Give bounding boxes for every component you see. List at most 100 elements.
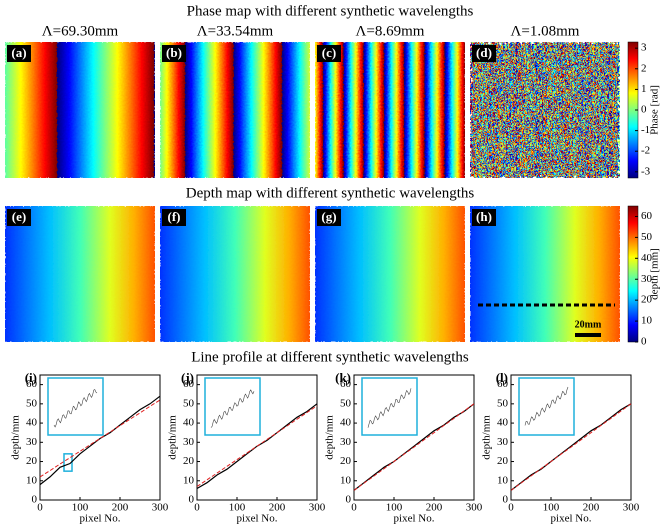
y-axis-label: depth/mm	[481, 415, 493, 460]
panel-label: (f)	[168, 209, 181, 224]
x-tick-label: 200	[112, 502, 129, 514]
wavelength-label: Λ=33.54mm	[197, 23, 274, 39]
depth-map	[470, 206, 620, 342]
panel-label: (e)	[12, 209, 26, 224]
y-tick-label: 60	[340, 378, 352, 390]
x-tick-label: 200	[583, 502, 600, 514]
y-tick-label: 20	[340, 455, 352, 467]
colorbar-tick-label: 0	[641, 104, 647, 116]
wavelength-label: Λ=8.69mm	[356, 23, 425, 39]
plot-area	[196, 374, 318, 501]
y-tick-label: 0	[346, 494, 352, 506]
wavelength-label: Λ=69.30mm	[42, 23, 119, 39]
label-box	[472, 45, 496, 62]
x-tick-label: 100	[229, 502, 246, 514]
colorbar-label: depth [mm]	[649, 248, 661, 300]
profile-title: Line profile at different synthetic wave…	[191, 349, 469, 365]
fit-line	[353, 403, 475, 491]
y-tick-label: 20	[497, 455, 509, 467]
x-tick-label: 100	[386, 502, 403, 514]
y-tick-label: 40	[340, 417, 352, 429]
y-tick-label: 40	[497, 417, 509, 429]
y-tick-label: 30	[183, 436, 195, 448]
x-tick-label: 0	[351, 502, 357, 514]
phase-map	[160, 42, 310, 178]
x-axis-label: pixel No.	[551, 513, 592, 525]
phase-map	[5, 42, 155, 178]
inset-box	[361, 377, 418, 436]
inset-curve	[210, 389, 255, 428]
plot-label: (k)	[335, 370, 351, 385]
y-tick-label: 60	[497, 378, 509, 390]
label-box	[317, 209, 341, 226]
label-box	[162, 209, 186, 226]
colorbar-tick-label: 3	[641, 42, 647, 54]
plot-label: (i)	[25, 370, 37, 385]
y-tick-label: 10	[497, 474, 509, 486]
x-tick-label: 100	[72, 502, 89, 514]
x-tick-label: 0	[508, 502, 514, 514]
fit-line	[510, 403, 632, 491]
label-box	[7, 209, 31, 226]
colorbar-tick-label: -3	[641, 165, 651, 177]
colorbar-label: Phase [rad]	[649, 85, 661, 135]
y-axis-label: depth/mm	[167, 415, 179, 460]
panel-label: (c)	[322, 45, 336, 60]
inset-box	[204, 377, 261, 436]
profile-curve	[510, 403, 632, 491]
y-tick-label: 10	[183, 474, 195, 486]
y-tick-label: 10	[340, 474, 352, 486]
plot-label: (l)	[496, 370, 508, 385]
wavelength-label: Λ=1.08mm	[511, 23, 580, 39]
colorbar-tick-label: 2	[641, 62, 647, 74]
depth-map	[315, 206, 465, 342]
label-box	[162, 45, 186, 62]
label-box	[472, 209, 496, 226]
x-tick-label: 0	[37, 502, 43, 514]
depth-map	[5, 206, 155, 342]
inset-curve	[524, 386, 569, 426]
colorbar-tick-label: 60	[641, 210, 653, 222]
colorbar-tick-label: 20	[641, 294, 653, 306]
plot-area	[353, 374, 475, 501]
x-axis-label: pixel No.	[394, 513, 435, 525]
x-tick-label: 300	[623, 502, 640, 514]
phase-map	[315, 42, 465, 178]
y-tick-label: 60	[26, 378, 38, 390]
row-title: Phase map with different synthetic wavel…	[187, 3, 474, 19]
y-tick-label: 40	[183, 417, 195, 429]
inset-curve	[53, 389, 98, 428]
colorbar-tick-label: 1	[641, 83, 647, 95]
colorbar-tick-label: 40	[641, 252, 653, 264]
y-tick-label: 20	[26, 455, 38, 467]
profile-curve	[353, 403, 475, 491]
panel-label: (g)	[321, 209, 336, 224]
zoom-box	[63, 453, 73, 472]
y-tick-label: 50	[497, 397, 509, 409]
y-tick-label: 0	[32, 494, 38, 506]
profile-curve	[39, 395, 161, 486]
colorbar-tick-label: 30	[641, 273, 653, 285]
colorbar-tick-label: 0	[641, 336, 647, 348]
fit-line	[196, 405, 318, 487]
y-tick-label: 10	[26, 474, 38, 486]
y-axis-label: depth/mm	[10, 415, 22, 460]
y-tick-label: 50	[340, 397, 352, 409]
colorbar-tick-label: -1	[641, 124, 650, 136]
panel-label: (h)	[476, 209, 492, 224]
colorbar	[627, 205, 639, 343]
scale-bar	[575, 333, 601, 337]
label-box	[317, 45, 341, 62]
y-tick-label: 20	[183, 455, 195, 467]
row-title: Depth map with different synthetic wavel…	[186, 185, 475, 201]
x-tick-label: 300	[466, 502, 483, 514]
x-axis-label: pixel No.	[237, 513, 278, 525]
y-tick-label: 40	[26, 417, 38, 429]
depth-map	[160, 206, 310, 342]
y-tick-label: 0	[503, 494, 509, 506]
scale-bar-label: 20mm	[575, 319, 602, 330]
plot-area	[510, 374, 632, 501]
label-box	[7, 45, 31, 62]
panel-label: (b)	[166, 45, 182, 60]
colorbar-tick-label: 50	[641, 231, 653, 243]
